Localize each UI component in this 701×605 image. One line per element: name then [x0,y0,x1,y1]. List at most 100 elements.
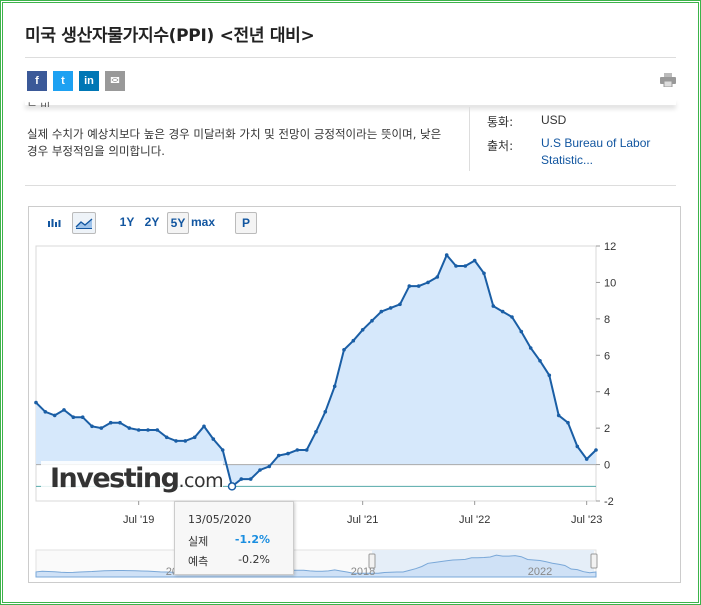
data-point [360,328,365,332]
x-tick-label: Jul '19 [123,514,154,526]
data-point [444,253,449,257]
source-link-line-1: U.S Bureau of Labor [541,136,651,150]
data-point [276,453,281,458]
y-tick-label: 10 [604,277,616,289]
description: 실제 수치가 예상치보다 높은 경우 미달러화 가치 및 전망이 긍정적이라는 … [27,127,442,158]
source-link[interactable]: U.S Bureau of Labor Statistic... [541,135,650,169]
data-point [220,448,225,452]
range-2y-button[interactable]: 2Y [144,215,160,229]
data-point [388,306,393,310]
data-point [202,424,206,429]
p-button[interactable]: P [235,212,257,234]
data-point [510,315,514,319]
data-point [416,284,421,288]
logo-backdrop [41,461,223,497]
y-tick-label: 2 [604,423,610,435]
tooltip-forecast-label: 예측 [188,555,209,568]
data-point [127,426,132,430]
y-tick-label: -2 [604,496,614,508]
data-point [314,430,318,434]
data-point [454,264,458,268]
data-point [547,373,552,378]
data-point [155,428,160,432]
tooltip-actual-value: -1.2% [234,533,270,546]
data-point [323,410,328,414]
share-bar: f t in ✉ [27,71,125,91]
y-tick-label: 8 [604,314,610,326]
x-tick-label: Jul '23 [571,514,602,526]
navigator-handle-right [590,553,598,569]
tooltip-actual-row: 실제 -1.2% [188,533,282,549]
data-point [258,468,262,472]
data-point [248,477,253,481]
data-point [227,482,237,491]
linkedin-icon[interactable]: in [79,71,99,91]
print-icon[interactable] [660,73,676,87]
data-point [71,415,76,420]
email-icon[interactable]: ✉ [105,71,125,91]
chart-container: 1Y 2Y 5Y max P [28,206,681,583]
area-chart-icon[interactable] [72,212,96,234]
tooltip-forecast-row: 예측 -0.2% [188,553,282,569]
data-point [519,329,524,334]
range-1y-button[interactable]: 1Y [119,215,135,229]
data-point [351,338,356,343]
navigator-label: 2018 [351,566,375,578]
data-point [528,346,533,350]
twitter-icon[interactable]: t [53,71,73,91]
data-point [500,309,505,314]
page-title: 미국 생산자물가지수(PPI) <전년 대비> [25,26,315,46]
logo-suffix: .com [178,470,224,492]
x-tick-label: Jul '22 [459,514,490,526]
y-tick-label: 6 [604,350,610,362]
y-tick-label: 0 [604,460,610,472]
data-point [267,464,272,469]
chart-toolbar: 1Y 2Y 5Y max P [29,207,680,239]
range-max-button[interactable]: max [190,215,216,229]
data-point [398,302,402,307]
tooltip-actual-label: 실제 [188,535,209,548]
tooltip-date: 13/05/2020 [188,513,252,526]
source-label: 출처: [487,139,514,153]
data-point [407,284,412,288]
data-point [62,408,66,412]
data-point [304,448,309,452]
data-point [90,424,94,429]
navigator-label: 2022 [528,566,552,578]
data-point [192,435,197,440]
data-point [379,309,384,314]
data-point [556,413,561,418]
facebook-icon[interactable]: f [27,71,47,91]
data-point [99,426,104,430]
data-point [118,420,122,425]
logo-main: Investing [50,463,180,494]
data-point [52,413,57,418]
plot-area [35,245,597,502]
data-point [211,437,216,441]
data-point [332,384,337,389]
divider [25,57,676,58]
currency-label: 통화: [487,115,514,129]
data-point [575,444,580,449]
data-point [566,420,570,425]
data-point [34,400,38,405]
range-5y-button[interactable]: 5Y [167,212,189,234]
data-point [482,271,486,276]
data-point [239,477,244,481]
tooltip-forecast-value: -0.2% [238,553,270,566]
data-point [286,451,290,456]
data-point [295,448,300,452]
source-link-line-2: Statistic... [541,153,594,167]
data-point [43,410,48,414]
data-point [491,304,496,308]
bar-chart-icon[interactable] [43,212,65,232]
data-point [463,264,468,268]
x-tick-label: Jul '21 [347,514,378,526]
investing-logo: Investing.com [50,463,224,494]
data-point [538,359,542,363]
data-point [164,435,169,440]
navigator-series [35,554,597,578]
data-point [146,428,150,432]
